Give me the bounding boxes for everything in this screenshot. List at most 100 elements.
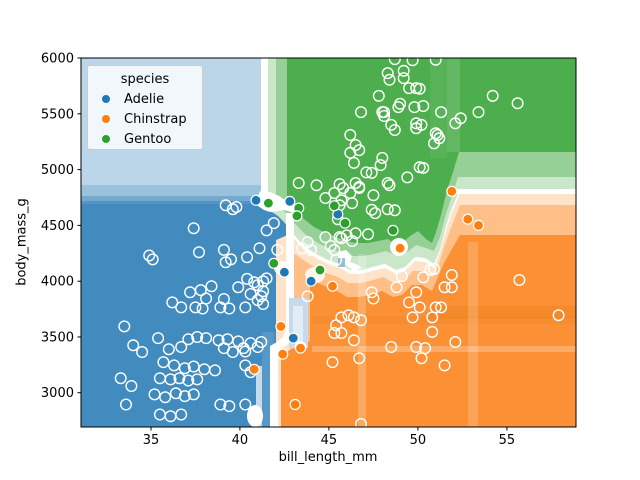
unlabeled-point [445,269,458,282]
unlabeled-point [369,207,382,220]
unlabeled-point [355,418,367,427]
unlabeled-point [251,341,264,354]
unlabeled-point [146,253,159,266]
unlabeled-point [260,224,273,237]
unlabeled-point [182,374,195,387]
data-point-gentoo [339,217,351,229]
unlabeled-point [365,203,378,216]
decision-region-layer [81,201,283,205]
unlabeled-point [253,242,266,255]
unlabeled-point [330,253,343,266]
decision-region-layer [286,213,294,303]
unlabeled-point [152,332,165,345]
unlabeled-point [349,227,362,240]
unlabeled-point [328,327,341,340]
unlabeled-point [214,301,227,314]
unlabeled-point [445,281,458,294]
unlabeled-point [114,372,127,385]
unlabeled-point [406,58,419,67]
unlabeled-point [187,388,200,401]
unlabeled-point [200,332,213,345]
unlabeled-point [408,101,421,114]
unlabeled-point [335,194,348,207]
unlabeled-point [175,301,188,314]
data-point-adelie [305,275,317,287]
unlabeled-point [301,290,314,303]
unlabeled-point [196,302,209,315]
unlabeled-point [335,232,348,245]
unlabeled-point [226,346,239,359]
unlabeled-point [349,176,362,189]
legend-marker-icon [102,135,110,143]
y-axis-label: body_mass_g [14,198,30,286]
unlabeled-point [241,251,254,264]
legend-label: Chinstrap [124,111,187,127]
unlabeled-point [438,359,451,372]
unlabeled-point [324,239,337,252]
unlabeled-point [429,301,442,314]
y-tick-label: 3000 [41,386,74,401]
legend-item-gentoo: Gentoo [88,129,202,149]
unlabeled-point [248,276,261,289]
unlabeled-point [388,204,401,217]
unlabeled-point [367,292,380,305]
unlabeled-point [271,243,284,256]
unlabeled-point [403,296,416,309]
unlabeled-point [296,242,309,255]
unlabeled-point [260,272,273,285]
unlabeled-point [360,166,373,179]
unlabeled-point [319,231,332,244]
decision-region-layer [256,190,301,217]
unlabeled-point [454,112,467,125]
unlabeled-point [344,128,357,141]
data-point-adelie [284,195,296,207]
unlabeled-point [119,398,132,411]
legend-label: Adelie [124,91,165,107]
unlabeled-point [175,341,188,354]
axes-frame: 35 40 45 50 55 3000 3500 4000 4500 5000 5500 6000 [41,52,577,448]
unlabeled-point [305,243,318,256]
unlabeled-point [189,301,202,314]
unlabeled-point [362,228,375,241]
unlabeled-point [326,356,339,369]
unlabeled-point [355,106,368,119]
unlabeled-point [417,99,430,112]
unlabeled-point [394,97,407,110]
data-point-gentoo [268,257,280,269]
unlabeled-point [381,67,394,80]
unlabeled-point [223,400,236,413]
unlabeled-point [417,161,430,174]
decision-region-layer [81,196,283,202]
unlabeled-point [178,390,191,403]
unlabeled-point [230,200,243,213]
unlabeled-point [374,159,387,172]
unlabeled-point [214,398,227,411]
unlabeled-point [175,408,188,421]
unlabeled-point [388,123,401,136]
unlabeled-point [267,217,280,230]
unlabeled-point [365,286,378,299]
decision-region-layer [468,242,478,427]
unlabeled-point [376,151,389,164]
decision-region-layer [287,58,576,245]
unlabeled-point [255,290,268,303]
x-tick-label: 50 [410,433,427,448]
data-point-chinstrap [326,280,339,292]
x-axis-label: bill_length_mm [278,450,378,465]
unlabeled-point [125,380,138,393]
unlabeled-point [397,64,410,77]
unlabeled-point [395,270,408,283]
unlabeled-point [367,189,380,202]
decision-region-layer [455,189,576,194]
unlabeled-point [383,179,396,192]
decision-region-layer [256,366,262,427]
unlabeled-point [346,197,359,210]
decision-region-layer [430,306,576,319]
legend-marker-icon [102,115,110,123]
data-point-gentoo [387,224,399,236]
unlabeled-point [353,144,366,157]
unlabeled-point [342,309,355,322]
unlabeled-point [224,253,237,266]
legend: species Adelie Chinstrap Gentoo [87,65,203,150]
